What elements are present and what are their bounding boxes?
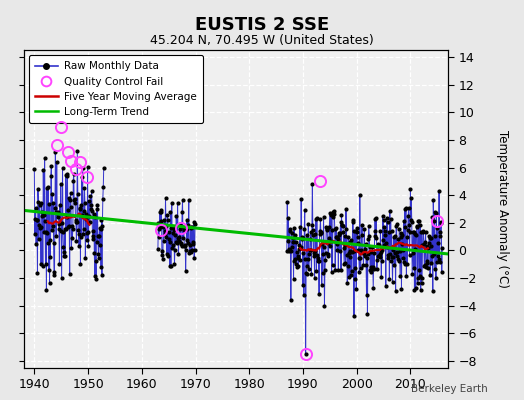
Text: Berkeley Earth: Berkeley Earth [411,384,487,394]
Legend: Raw Monthly Data, Quality Control Fail, Five Year Moving Average, Long-Term Tren: Raw Monthly Data, Quality Control Fail, … [29,55,203,123]
Y-axis label: Temperature Anomaly (°C): Temperature Anomaly (°C) [496,130,509,288]
Text: 45.204 N, 70.495 W (United States): 45.204 N, 70.495 W (United States) [150,34,374,47]
Text: EUSTIS 2 SSE: EUSTIS 2 SSE [195,16,329,34]
